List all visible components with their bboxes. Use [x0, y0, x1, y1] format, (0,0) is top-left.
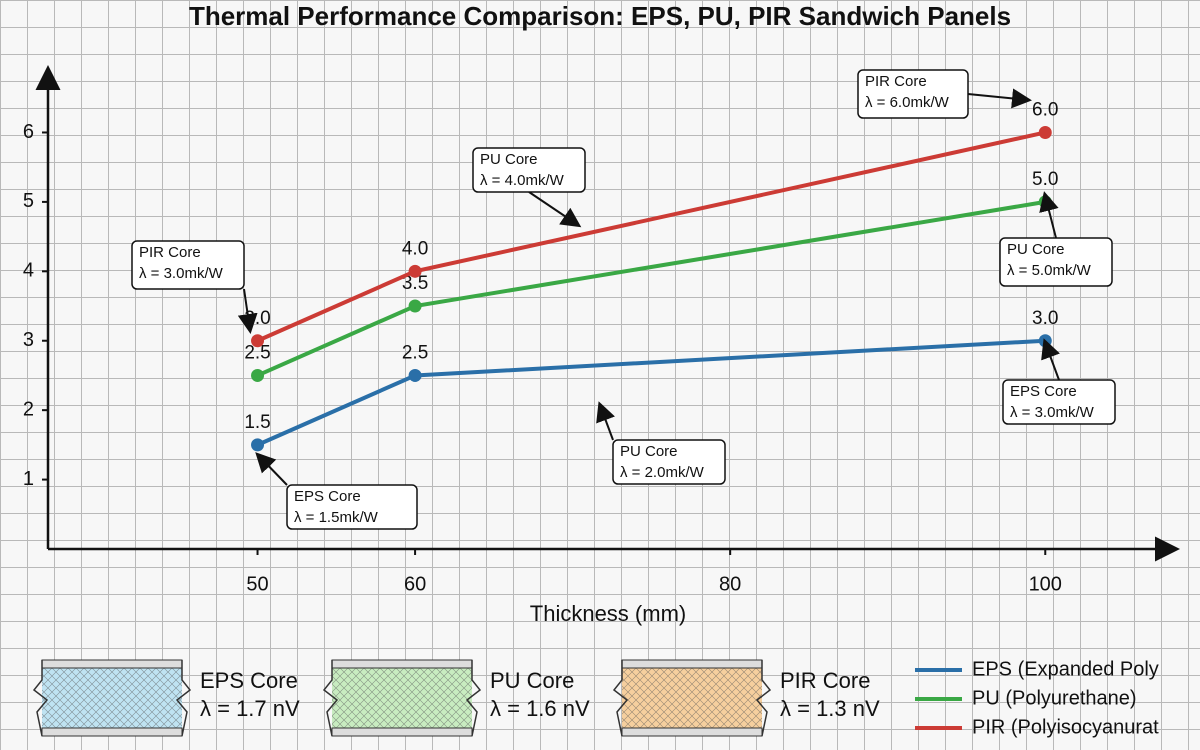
y-tick-label: 6	[23, 121, 34, 143]
value-label: 2.5	[244, 342, 270, 363]
callout-box	[612, 439, 726, 485]
panel-skin	[331, 727, 473, 737]
panel-break	[32, 660, 192, 737]
data-point	[408, 264, 422, 278]
callout-arrow	[967, 88, 1032, 109]
panel-hatch	[42, 668, 182, 728]
value-label: 3.0	[1032, 308, 1058, 329]
data-point	[251, 438, 265, 452]
callout-text: λ = 3.0mk/W	[139, 265, 224, 282]
callout-box	[999, 237, 1113, 287]
panel-skin	[41, 727, 183, 737]
callout-box	[131, 240, 245, 290]
callout-text: PU Core	[1007, 241, 1065, 258]
panel-skin	[621, 659, 763, 669]
panel-break	[612, 660, 772, 737]
panel-skin	[41, 659, 183, 669]
panel-break	[322, 660, 482, 737]
x-tick-label: 80	[719, 573, 741, 595]
callout-arrow	[237, 288, 258, 334]
data-point	[408, 299, 422, 313]
callout-text: EPS Core	[294, 488, 361, 505]
callout-text: EPS Core	[1010, 383, 1077, 400]
callout-arrow	[1041, 338, 1060, 381]
value-label: 2.5	[402, 342, 428, 363]
legend-label: PIR (Polyisocyanurat	[972, 716, 1159, 738]
callout-text: λ = 5.0mk/W	[1007, 262, 1092, 279]
y-tick-label: 3	[23, 329, 34, 351]
callout-text: λ = 1.5mk/W	[294, 509, 379, 526]
callout-text: λ = 3.0mk/W	[1010, 404, 1095, 421]
callout-text: λ = 6.0mk/W	[865, 94, 950, 111]
value-label: 1.5	[244, 412, 270, 433]
callout-box	[286, 484, 418, 530]
x-tick-label: 60	[404, 573, 426, 595]
callout-text: λ = 2.0mk/W	[620, 464, 705, 481]
data-point	[251, 334, 265, 348]
value-label: 6.0	[1032, 99, 1058, 120]
callout-text: λ = 4.0mk/W	[480, 172, 565, 189]
data-point	[1038, 125, 1052, 139]
callout-text: PU Core	[620, 443, 678, 460]
y-tick-label: 2	[23, 398, 34, 420]
chart-title: Thermal Performance Comparison: EPS, PU,…	[189, 1, 1011, 31]
callout-arrow	[1039, 191, 1059, 239]
series-line	[256, 130, 1046, 343]
callout-box	[472, 147, 586, 193]
callout-text: PIR Core	[865, 73, 927, 90]
y-tick-label: 4	[23, 260, 34, 282]
callout-arrow	[596, 401, 615, 441]
data-point	[408, 368, 422, 382]
panel-hatch	[332, 668, 472, 728]
value-label: 5.0	[1032, 169, 1058, 190]
panel-lambda: λ = 1.7 nV	[200, 696, 300, 721]
panel-lambda: λ = 1.3 nV	[780, 696, 880, 721]
x-axis-label: Thickness (mm)	[530, 601, 686, 626]
callout-text: PU Core	[480, 151, 538, 168]
callout-text: PIR Core	[139, 244, 201, 261]
series-line	[256, 338, 1046, 447]
x-tick-label: 50	[246, 573, 268, 595]
y-tick-label: 1	[23, 468, 34, 490]
value-label: 4.0	[402, 238, 428, 259]
callout-arrow	[528, 191, 582, 228]
panel-label: PU Core	[490, 668, 574, 693]
legend-label: EPS (Expanded Poly	[972, 658, 1159, 680]
panel-lambda: λ = 1.6 nV	[490, 696, 590, 721]
panel-hatch	[622, 668, 762, 728]
x-tick-label: 100	[1029, 573, 1062, 595]
value-label: 3.5	[402, 273, 428, 294]
legend-label: PU (Polyurethane)	[972, 687, 1137, 709]
panel-skin	[331, 659, 473, 669]
y-tick-label: 5	[23, 190, 34, 212]
callout-box	[857, 69, 969, 119]
callout-box	[1002, 379, 1116, 425]
panel-label: PIR Core	[780, 668, 870, 693]
panel-skin	[621, 727, 763, 737]
callout-arrow	[255, 452, 288, 486]
data-point	[251, 368, 265, 382]
panel-label: EPS Core	[200, 668, 298, 693]
